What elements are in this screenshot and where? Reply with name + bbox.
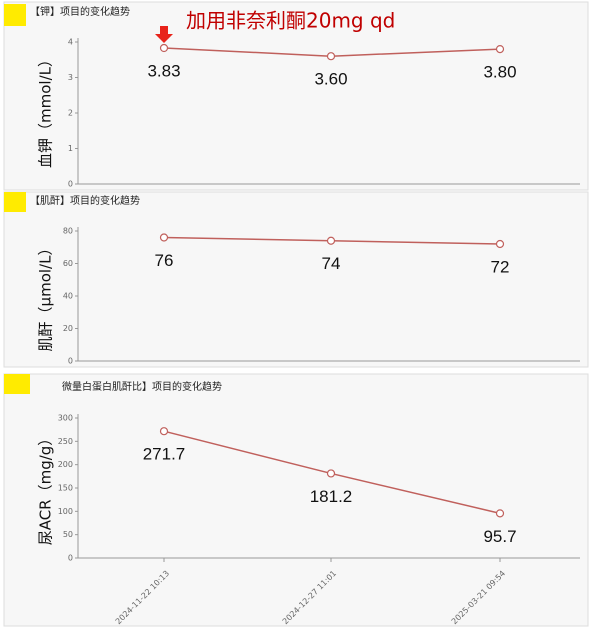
value-label: 76 [155, 251, 174, 270]
star-badge [4, 4, 26, 26]
annotation: 加用非奈利酮20mg qd [186, 9, 395, 33]
y-tick-label: 1 [68, 144, 73, 153]
value-label: 3.83 [147, 62, 180, 81]
star-badge [4, 374, 30, 394]
point [159, 43, 169, 53]
y-tick-label: 0 [68, 357, 73, 366]
y-tick-label: 100 [58, 507, 73, 516]
y-tick-label: 150 [58, 484, 73, 493]
y-tick-label: 4 [68, 38, 73, 47]
y-tick-label: 20 [63, 324, 73, 333]
point [495, 44, 505, 54]
chart-title: 【肌酐】项目的变化趋势 [30, 194, 140, 207]
star-badge [4, 192, 26, 212]
value-label: 3.60 [314, 70, 347, 89]
chart-title: 【钾】项目的变化趋势 [30, 5, 130, 18]
arrow [155, 26, 173, 43]
y-tick-label: 0 [68, 554, 73, 563]
value-label: 72 [491, 257, 510, 276]
y-tick-label: 0 [68, 180, 73, 189]
y-axis-label: 血钾（mmol/L） [37, 52, 55, 168]
y-axis-label: 尿ACR（mg/g） [37, 431, 55, 546]
y-tick-label: 80 [63, 227, 73, 236]
value-label: 181.2 [310, 487, 353, 506]
y-tick-label: 60 [63, 259, 73, 268]
point [326, 236, 336, 245]
value-label: 74 [322, 254, 341, 273]
y-tick-label: 40 [63, 292, 73, 301]
y-tick-label: 200 [58, 460, 73, 469]
y-tick-label: 2 [68, 109, 73, 118]
panel [3, 373, 589, 627]
value-label: 271.7 [143, 445, 186, 464]
point [326, 469, 336, 478]
point [159, 427, 169, 436]
point [495, 509, 505, 518]
y-tick-label: 50 [63, 530, 73, 539]
y-tick-label: 3 [68, 73, 73, 82]
y-tick-label: 300 [58, 414, 73, 423]
chart-title: 微量白蛋白肌酐比】项目的变化趋势 [62, 380, 222, 393]
point [495, 239, 505, 249]
point [159, 233, 169, 242]
value-label: 3.80 [483, 63, 516, 82]
point [326, 52, 336, 61]
y-axis-label: 肌酐（μmol/L） [37, 241, 55, 352]
panel [3, 191, 589, 368]
panel [3, 1, 589, 191]
value-label: 95.7 [483, 527, 516, 546]
y-tick-label: 250 [58, 437, 73, 446]
